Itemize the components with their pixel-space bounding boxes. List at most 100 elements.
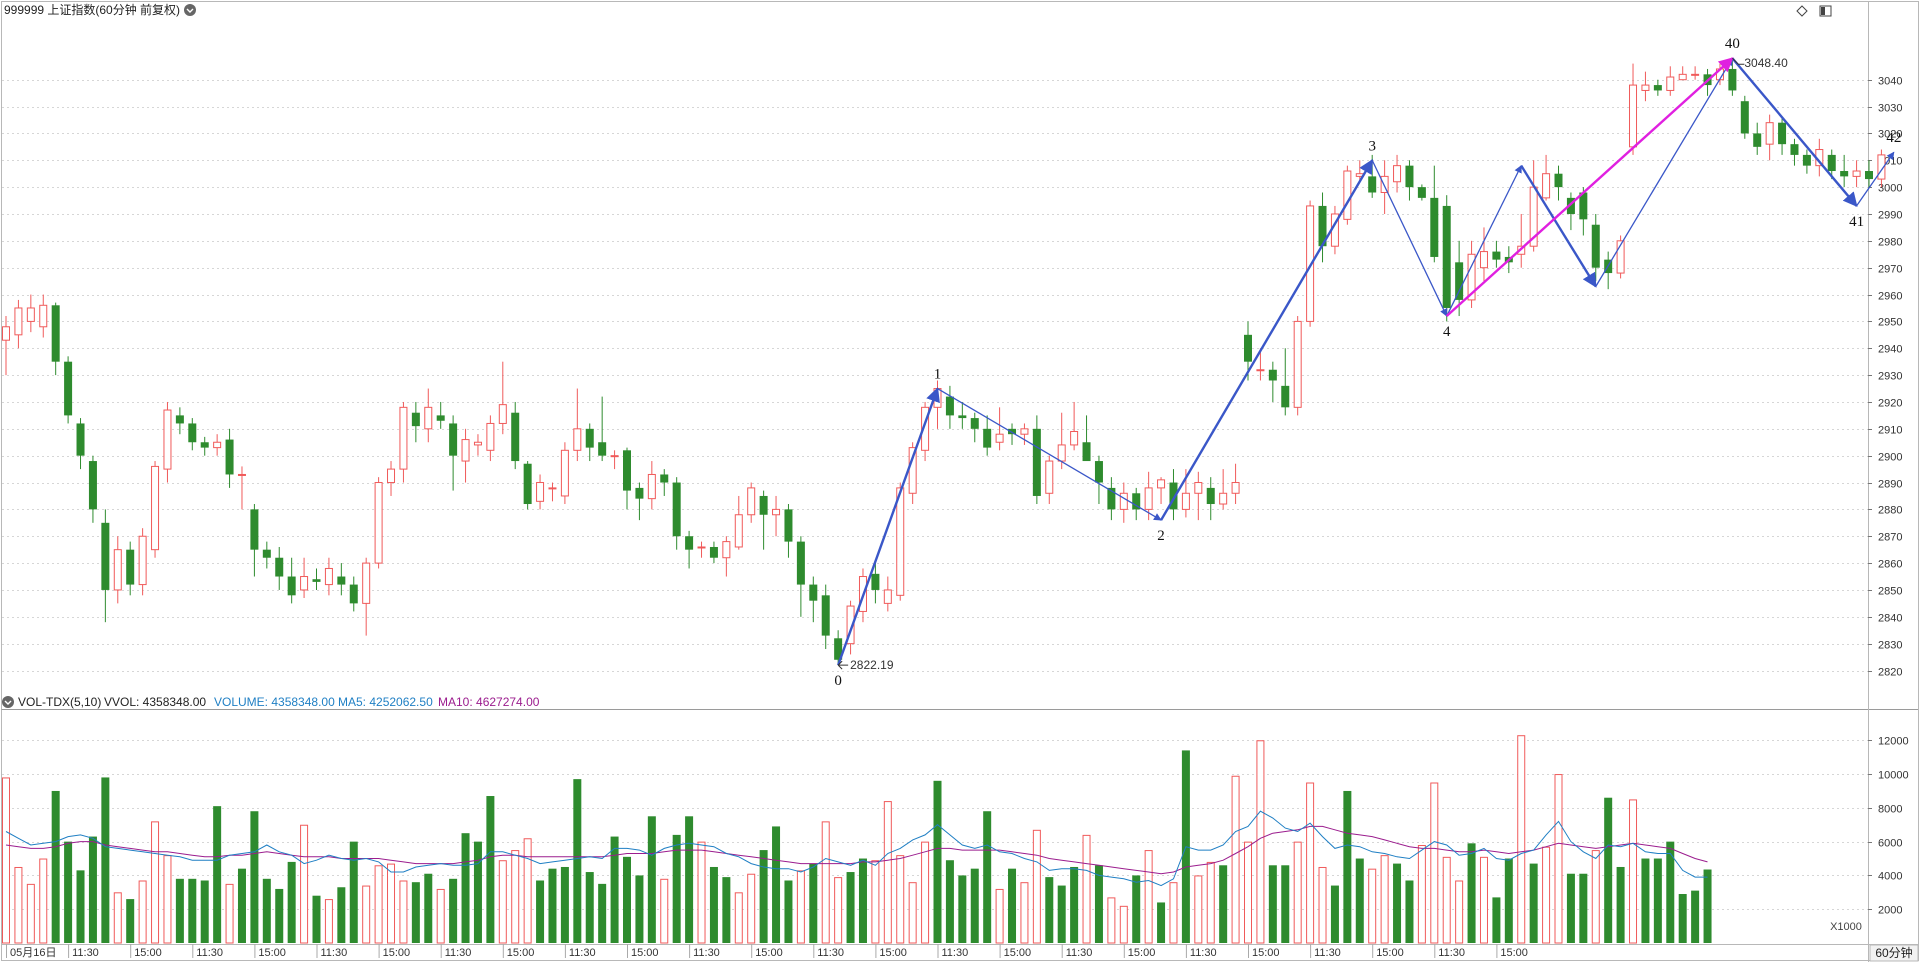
period-button[interactable] (1869, 944, 1919, 962)
price-tick-label: 2970 (1878, 264, 1902, 276)
candle-body-up (1194, 482, 1203, 494)
volume-bar-down (945, 860, 954, 943)
time-tick-label: 15:00 (258, 947, 286, 959)
volume-bar-down (560, 866, 569, 943)
volume-bar-down (449, 878, 458, 943)
volume-bar-down (858, 858, 867, 943)
wave-label: 4 (1443, 324, 1451, 340)
volume-bar-up (1194, 875, 1203, 944)
candle-body-up (1256, 369, 1265, 372)
time-tick-label: 11:30 (321, 947, 348, 959)
candle-body-up (26, 307, 35, 322)
volume-bar-down (1405, 880, 1414, 943)
volume-tick-label: 10000 (1878, 770, 1909, 782)
candle-body-down (101, 522, 110, 590)
candle-body-up (1479, 251, 1488, 269)
ma5-line (5, 810, 1708, 887)
title-dropdown-icon[interactable] (184, 4, 196, 16)
wave-label: 41 (1849, 214, 1864, 230)
candle-body-down (1318, 205, 1327, 247)
candle-body-up (1467, 253, 1476, 301)
volume-bar-down (672, 834, 681, 943)
candle-body-down (1107, 487, 1116, 510)
candle-body-up (1641, 84, 1650, 91)
candle-body-down (784, 509, 793, 542)
candle-body-down (188, 423, 197, 443)
price-axis: 2820 2830 2840 2850 2860 2870 2880 2890 2900 2910… (1868, 76, 1902, 679)
volume-bar-up (734, 892, 743, 944)
candle-body-up (1852, 170, 1861, 177)
candle-body-down (1442, 205, 1451, 308)
candle-body-down (1368, 176, 1377, 193)
volume-bar-up (834, 877, 843, 944)
volume-bar-up (1032, 829, 1041, 944)
candle-body-down (672, 482, 681, 537)
candle-body-up (1057, 444, 1066, 462)
candle-body-up (1678, 73, 1687, 81)
time-tick-label: 15:00 (1252, 947, 1280, 959)
time-tick-label: 11:30 (445, 947, 472, 959)
time-tick-label: 15:00 (631, 947, 659, 959)
candle-body-up (883, 589, 892, 604)
volume-ma-lines (5, 810, 1708, 887)
candle-body-down (958, 415, 967, 419)
panel-toggle-icon[interactable] (1819, 5, 1832, 17)
wave-label: 3 (1368, 138, 1376, 154)
candle-body-down (511, 412, 520, 462)
time-tick-label: 05月16日 (10, 947, 56, 959)
volume-bar-down (1579, 873, 1588, 943)
period-button-label[interactable]: 60分钟 (1875, 945, 1912, 960)
volume-bar-down (635, 875, 644, 943)
volume-bar-up (796, 870, 805, 944)
candle-body-down (1653, 85, 1662, 91)
volume-bar-up (1380, 855, 1389, 944)
candle-body-up (1045, 460, 1054, 494)
wave-segment (1371, 159, 1448, 317)
price-tick-label: 2990 (1878, 210, 1902, 222)
wave-label: 0 (834, 673, 842, 689)
candle-body-up (610, 455, 619, 458)
candle-body-down (76, 423, 85, 456)
volume-bar-down (1268, 865, 1277, 943)
candle-body-up (486, 422, 495, 451)
volume-bar-down (1641, 858, 1650, 943)
candle-body-down (1281, 385, 1290, 408)
candle-body-up (362, 562, 371, 604)
candle-body-down (1579, 192, 1588, 220)
candle-body-up (213, 441, 222, 449)
wave-segment (937, 387, 1162, 521)
volume-bar-up (225, 883, 234, 944)
volume-bar-down (548, 868, 557, 943)
volume-bar-down (647, 816, 656, 943)
volume-bar-up (362, 885, 371, 944)
volume-bar-up (1442, 856, 1451, 944)
candlesticks (2, 58, 1886, 666)
candle-body-up (14, 307, 23, 336)
volume-bar-up (324, 899, 333, 944)
candle-body-down (1032, 428, 1041, 496)
candle-body-down (1740, 101, 1749, 134)
candle-body-up (237, 473, 246, 476)
candle-body-down (809, 584, 818, 601)
candle-body-down (1566, 197, 1575, 214)
volume-dropdown-icon[interactable] (2, 696, 14, 708)
volume-bar-down (722, 877, 731, 943)
diamond-icon[interactable] (1796, 5, 1808, 17)
volume-bar-down (1219, 865, 1228, 943)
min-price-marker (837, 660, 849, 670)
volume-bar-down (473, 841, 482, 943)
price-tick-label: 2870 (1878, 532, 1902, 544)
volume-bar-down (1070, 866, 1079, 943)
candle-body-down (287, 576, 296, 596)
volume-bar-up (1169, 882, 1178, 944)
price-tick-label: 2820 (1878, 667, 1902, 679)
candle-body-down (1244, 334, 1252, 362)
candle-body-up (1231, 482, 1240, 494)
candle-body-down (436, 415, 445, 421)
volume-bar-up (113, 892, 122, 944)
volume-bar-up (138, 880, 147, 944)
candle-body-down (126, 549, 135, 585)
volume-bar-down (1678, 894, 1687, 943)
volume-bar-up (1517, 735, 1526, 944)
